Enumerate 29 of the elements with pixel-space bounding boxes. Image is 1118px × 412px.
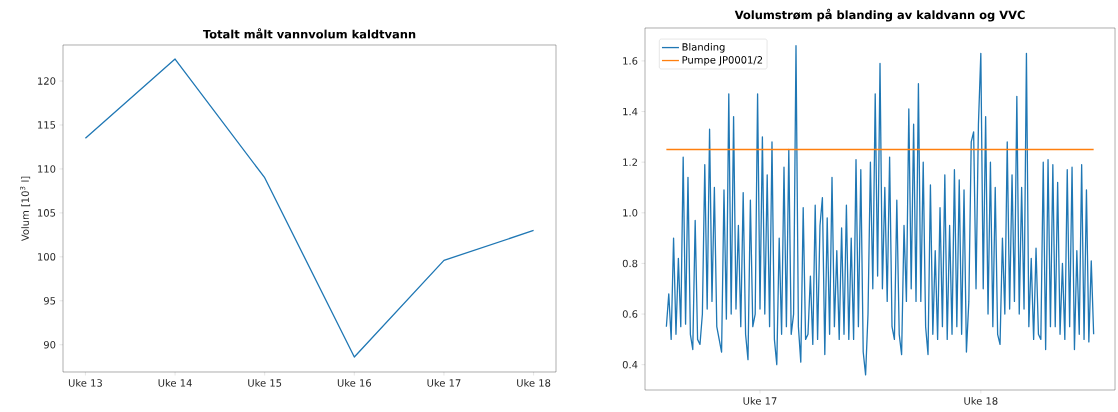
y-tick-label: 120 [38,77,56,85]
legend-label: Blanding [682,43,725,53]
y-axis-title: Volum [10$^{3}$ l] [20,176,31,242]
y-tick-label: 90 [43,340,56,349]
y-tick-label: 0.8 [622,259,638,268]
y-tick-label: 110 [38,165,56,173]
y-tick-label: 95 [43,297,56,305]
x-tick-label: Uke 17 [427,379,461,387]
x-tick-label: Uke 18 [964,397,998,405]
y-tick-label: 115 [38,121,56,129]
chart-title: Totalt målt vannvolum kaldtvann [202,28,416,39]
y-tick-label: 0.4 [622,360,638,369]
x-tick-label: Uke 17 [743,397,777,405]
y-tick-label: 105 [38,209,56,217]
x-tick-label: Uke 14 [158,379,192,387]
y-tick-label: 1.6 [623,57,638,65]
x-tick-label: Uke 16 [337,379,372,387]
y-tick-label: 100 [38,253,56,261]
y-tick-label: 0.6 [622,310,638,318]
y-tick-label: 1.4 [623,107,638,116]
legend-label: Pumpe JP0001/2 [682,56,763,66]
x-tick-label: Uke 13 [68,379,102,387]
line-series [84,58,535,358]
chart-title: Volumstrøm på blanding av kaldvann og VVC [734,8,1025,22]
x-tick-label: Uke 18 [517,379,551,387]
y-tick-label: 1.0 [623,209,638,217]
line-series [665,45,1095,376]
y-tick-label: 1.2 [623,158,637,166]
x-tick-label: Uke 15 [248,379,282,387]
